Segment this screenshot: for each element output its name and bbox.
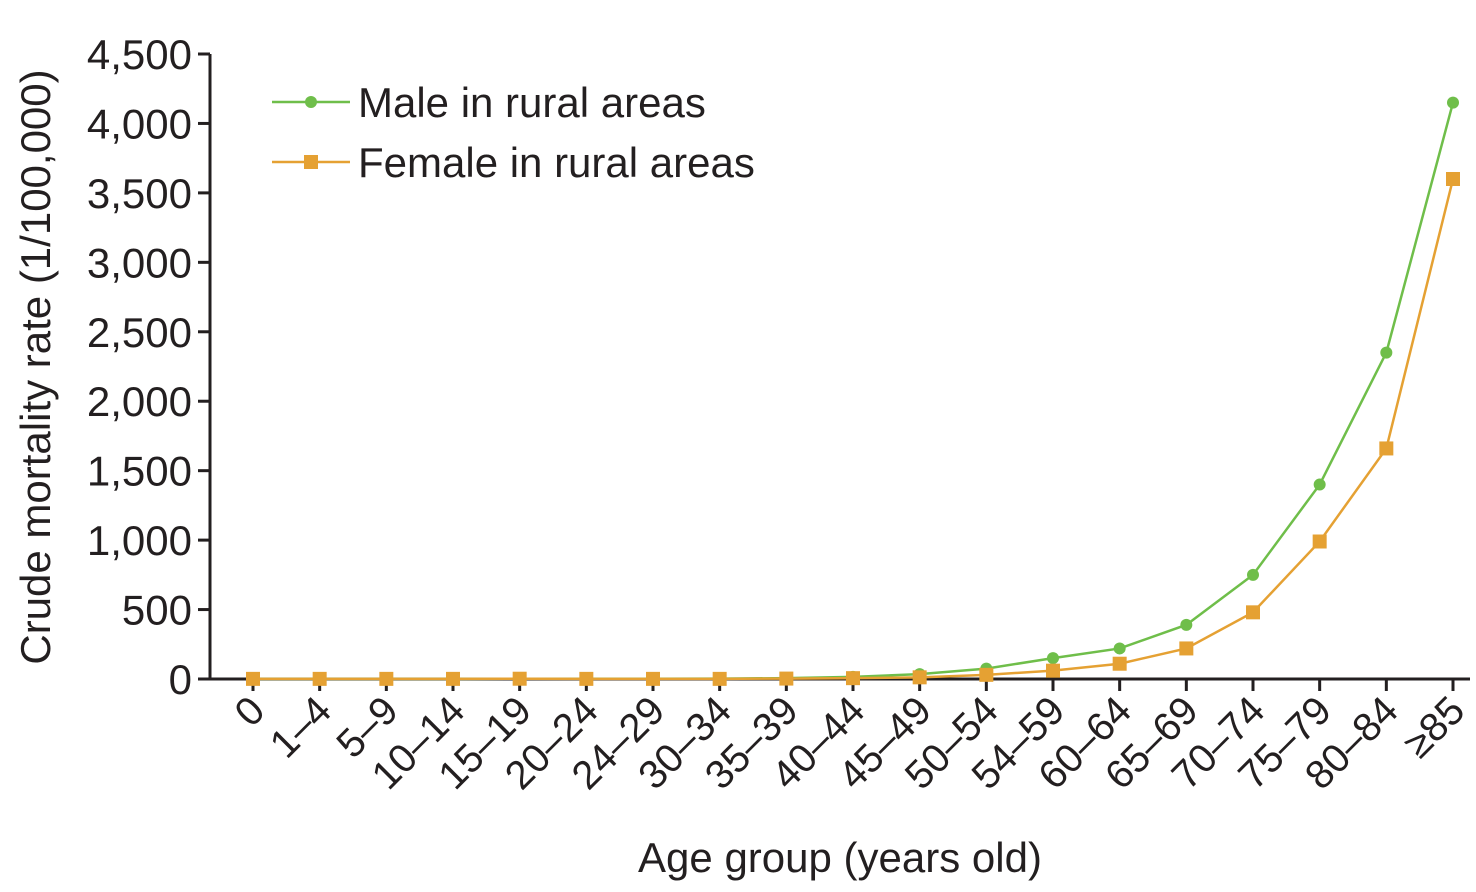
data-point: [712, 671, 727, 686]
data-point: [1247, 568, 1259, 581]
data-point: [1179, 641, 1194, 656]
legend-marker: [304, 155, 318, 169]
data-point: [512, 671, 527, 686]
y-tick-label: 1,000: [87, 517, 192, 564]
legend-item: Female in rural areas: [272, 139, 755, 186]
data-point: [1447, 96, 1459, 109]
series-layer: [246, 96, 1460, 686]
data-point: [1113, 642, 1126, 655]
data-point: [1312, 534, 1327, 549]
data-point: [1379, 441, 1394, 456]
data-point: [912, 670, 927, 685]
y-axis-title: Crude mortality rate (1/100,000): [12, 69, 59, 664]
series-female-rural: [246, 172, 1460, 686]
data-point: [1112, 656, 1127, 671]
y-tick-label: 1,500: [87, 448, 192, 495]
x-tick-label: ≥85: [1395, 688, 1473, 766]
legend-label: Male in rural areas: [358, 79, 706, 126]
legend-item: Male in rural areas: [272, 79, 706, 126]
data-point: [446, 671, 460, 686]
y-tick-label: 500: [122, 587, 192, 634]
y-tick-label: 4,000: [87, 100, 192, 147]
data-point: [1313, 478, 1326, 491]
x-tick-label: 1–4: [262, 688, 340, 766]
data-point: [246, 671, 260, 686]
data-point: [1046, 663, 1060, 678]
x-tick-label: 0: [227, 688, 274, 735]
legend-label: Female in rural areas: [358, 139, 755, 186]
data-point: [579, 671, 594, 686]
data-point: [1446, 172, 1460, 186]
data-point: [979, 667, 994, 682]
y-tick-label: 3,500: [87, 170, 192, 217]
legend-marker: [305, 96, 317, 108]
data-point: [779, 671, 794, 686]
data-point: [1246, 605, 1260, 620]
data-point: [379, 671, 394, 686]
y-tick-label: 4,500: [87, 31, 192, 78]
data-point: [1047, 652, 1059, 665]
x-axis-title: Age group (years old): [638, 834, 1042, 881]
y-tick-label: 2,000: [87, 378, 192, 425]
y-tick-label: 3,000: [87, 239, 192, 286]
y-tick-label: 0: [169, 656, 192, 703]
legend: Male in rural areas Female in rural areas: [272, 79, 755, 186]
data-point: [312, 671, 327, 686]
data-point: [1380, 346, 1393, 359]
y-tick-label: 2,500: [87, 309, 192, 356]
data-point: [1180, 618, 1193, 631]
data-point: [646, 671, 660, 686]
series-line: [253, 178, 1455, 681]
data-point: [846, 671, 860, 686]
